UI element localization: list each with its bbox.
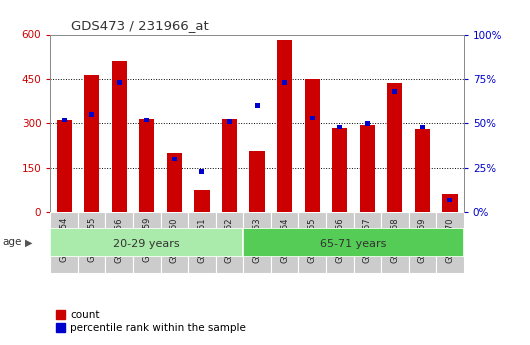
Text: GSM10363: GSM10363: [253, 217, 261, 263]
Text: GSM10359: GSM10359: [143, 217, 151, 263]
Bar: [282, 80, 287, 85]
Bar: [139, 119, 154, 212]
Text: ▶: ▶: [25, 237, 33, 247]
Bar: [271, 212, 298, 273]
Bar: [387, 83, 402, 212]
Bar: [443, 195, 457, 212]
Bar: [447, 198, 453, 202]
Text: GSM10356: GSM10356: [115, 217, 123, 263]
Legend: count, percentile rank within the sample: count, percentile rank within the sample: [56, 310, 246, 333]
Text: GSM10361: GSM10361: [198, 217, 206, 263]
Bar: [227, 119, 232, 124]
Bar: [243, 212, 271, 273]
Bar: [117, 80, 122, 85]
Bar: [167, 153, 182, 212]
Text: GSM10369: GSM10369: [418, 217, 427, 263]
Bar: [216, 212, 243, 273]
Text: GSM10364: GSM10364: [280, 217, 289, 263]
Text: 20-29 years: 20-29 years: [113, 239, 180, 249]
Bar: [310, 116, 315, 120]
Bar: [222, 119, 237, 212]
Bar: [78, 212, 105, 273]
Bar: [277, 40, 292, 212]
Bar: [415, 129, 430, 212]
Bar: [199, 169, 205, 174]
Text: age: age: [3, 237, 22, 247]
Bar: [337, 125, 342, 129]
Text: 65-71 years: 65-71 years: [320, 239, 387, 249]
Bar: [381, 212, 409, 273]
Text: GSM10366: GSM10366: [335, 217, 344, 263]
Bar: [89, 112, 94, 117]
Bar: [365, 121, 370, 126]
Bar: [250, 151, 264, 212]
Bar: [298, 212, 326, 273]
Bar: [188, 212, 216, 273]
Text: GSM10354: GSM10354: [60, 217, 68, 263]
Bar: [243, 228, 464, 257]
Bar: [133, 212, 161, 273]
Bar: [50, 212, 78, 273]
Text: GSM10365: GSM10365: [308, 217, 316, 263]
Text: GSM10360: GSM10360: [170, 217, 179, 263]
Bar: [436, 212, 464, 273]
Bar: [305, 79, 320, 212]
Bar: [144, 118, 149, 122]
Bar: [172, 157, 177, 161]
Bar: [50, 228, 243, 257]
Bar: [105, 212, 133, 273]
Bar: [420, 125, 425, 129]
Bar: [112, 61, 127, 212]
Bar: [161, 212, 188, 273]
Text: GDS473 / 231966_at: GDS473 / 231966_at: [71, 19, 209, 32]
Bar: [195, 190, 209, 212]
Bar: [61, 118, 67, 122]
Bar: [392, 89, 398, 93]
Bar: [326, 212, 354, 273]
Bar: [254, 104, 260, 108]
Text: GSM10362: GSM10362: [225, 217, 234, 263]
Text: GSM10370: GSM10370: [446, 217, 454, 263]
Bar: [354, 212, 381, 273]
Text: GSM10367: GSM10367: [363, 217, 372, 263]
Bar: [332, 128, 347, 212]
Bar: [360, 125, 375, 212]
Bar: [57, 120, 72, 212]
Text: GSM10355: GSM10355: [87, 217, 96, 263]
Bar: [84, 75, 99, 212]
Text: GSM10368: GSM10368: [391, 217, 399, 263]
Bar: [409, 212, 436, 273]
